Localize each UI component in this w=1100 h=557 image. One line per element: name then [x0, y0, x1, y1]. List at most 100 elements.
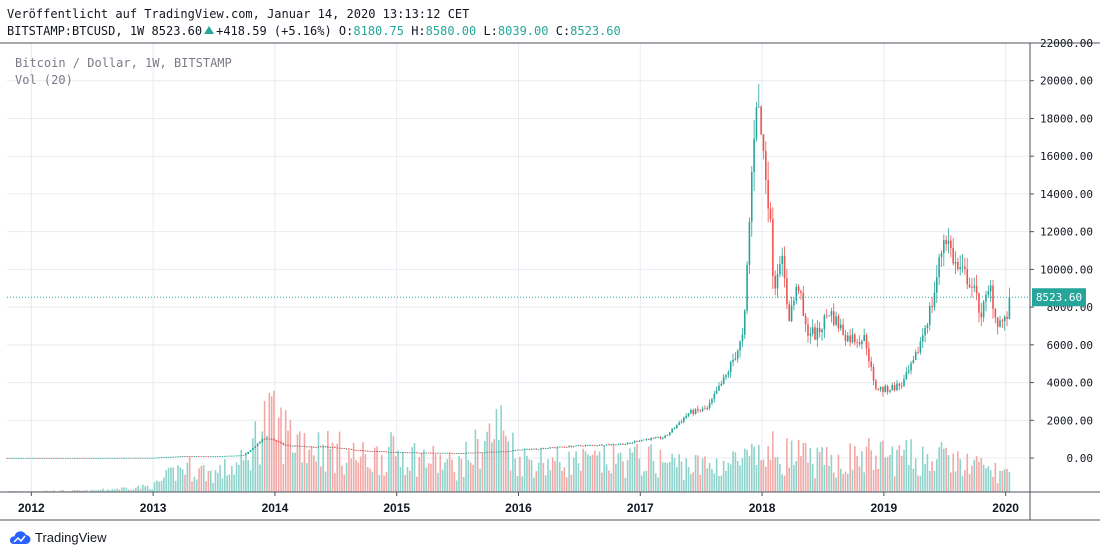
volume-bar [652, 460, 655, 492]
candle-body [268, 438, 271, 440]
y-tick-label: 10000.00 [1040, 263, 1093, 276]
high-label: H: [411, 24, 426, 38]
volume-bar [987, 466, 990, 492]
volume-bar [413, 443, 416, 492]
candle-body [240, 455, 243, 457]
volume-bar [352, 442, 355, 492]
volume-bar [570, 474, 573, 492]
candle-body [788, 304, 791, 322]
candle-body [713, 393, 716, 399]
volume-bar [273, 390, 275, 492]
volume-bar [935, 459, 938, 492]
volume-bar [722, 460, 725, 492]
volume-bar [1008, 471, 1011, 492]
volume-bar [336, 443, 339, 492]
volume-bar [378, 474, 381, 492]
candle-body [603, 445, 606, 447]
candle-body [341, 448, 343, 449]
candle-body [928, 305, 931, 325]
candle-body [629, 442, 631, 444]
volume-bar [807, 462, 809, 492]
volume-bar [982, 464, 985, 492]
candle-body [858, 342, 861, 345]
candle-body [362, 450, 364, 452]
candle-body [81, 457, 83, 459]
price-axis[interactable]: 22000.00 20000.00 18000.00 16000.00 14000.00… [1030, 37, 1093, 465]
candle-body [483, 452, 486, 454]
volume-bar [776, 457, 779, 492]
volume-bar [690, 474, 692, 492]
volume-bar [228, 474, 231, 492]
candle-body [1001, 320, 1004, 322]
candle-body [242, 455, 245, 457]
candle-body [556, 447, 559, 449]
candle-body [120, 457, 123, 459]
volume-bar [111, 489, 114, 492]
volume-bar [186, 462, 189, 492]
tradingview-logo[interactable]: TradingView [7, 530, 107, 545]
volume-bar [462, 476, 465, 492]
volume-bar [224, 459, 226, 492]
candle-body [280, 441, 282, 443]
volume-bar [579, 470, 582, 492]
candle-body [624, 444, 627, 445]
volume-bar [376, 446, 378, 492]
candle-body [41, 457, 43, 459]
volume-bar [254, 421, 257, 492]
volume-bar [804, 442, 807, 492]
candle-body [825, 315, 828, 317]
candle-body [259, 442, 261, 444]
candle-body [617, 444, 620, 446]
candle-body [444, 452, 446, 454]
volume-bar [1003, 469, 1006, 492]
candle-body [748, 221, 751, 265]
candle-body [373, 451, 376, 452]
volume-bar [577, 463, 580, 492]
candle-body [837, 316, 840, 329]
candle-body [631, 442, 634, 444]
candle-body [587, 445, 589, 446]
candle-body [961, 266, 964, 268]
volume-bar [151, 489, 154, 492]
volume-bar [359, 456, 362, 492]
volume-bar [835, 477, 837, 492]
volume-bar [521, 476, 524, 492]
volume-bar [427, 463, 430, 492]
volume-bar [680, 461, 683, 492]
candle-body [62, 457, 65, 459]
candle-body [875, 380, 877, 389]
volume-bar [849, 443, 851, 492]
volume-bar [659, 449, 662, 492]
chart-legend-title: Bitcoin / Dollar, 1W, BITSTAMP [15, 56, 232, 70]
candle-body [654, 437, 657, 438]
volume-bar [221, 478, 224, 492]
volume-bar [430, 463, 432, 492]
candle-body [427, 452, 430, 454]
candle-body [996, 317, 999, 327]
volume-bar [170, 467, 172, 492]
volume-bar [875, 455, 877, 492]
candle-body [416, 452, 418, 454]
candle-body [739, 341, 741, 351]
candle-body [99, 457, 102, 459]
candle-body [36, 457, 39, 459]
volume-bar [165, 470, 168, 492]
volume-bar [914, 458, 917, 492]
candle-body [896, 383, 898, 391]
high-value: 8580.00 [425, 24, 477, 38]
candle-body [376, 451, 378, 452]
time-axis[interactable]: 2012 2013 2014 2015 2016 2017 2018 2019 2020 [18, 492, 1019, 515]
grid [7, 42, 1030, 492]
candle-body [844, 334, 847, 342]
volume-bar [814, 478, 816, 492]
candle-body [643, 439, 645, 441]
candle-body [287, 445, 289, 446]
volume-bar [397, 450, 399, 492]
candle-body [165, 457, 168, 458]
x-tick-label: 2019 [871, 501, 898, 515]
volume-bar [793, 464, 795, 492]
candle-body [53, 457, 55, 459]
volume-bar [195, 479, 198, 492]
volume-bar [943, 448, 945, 492]
